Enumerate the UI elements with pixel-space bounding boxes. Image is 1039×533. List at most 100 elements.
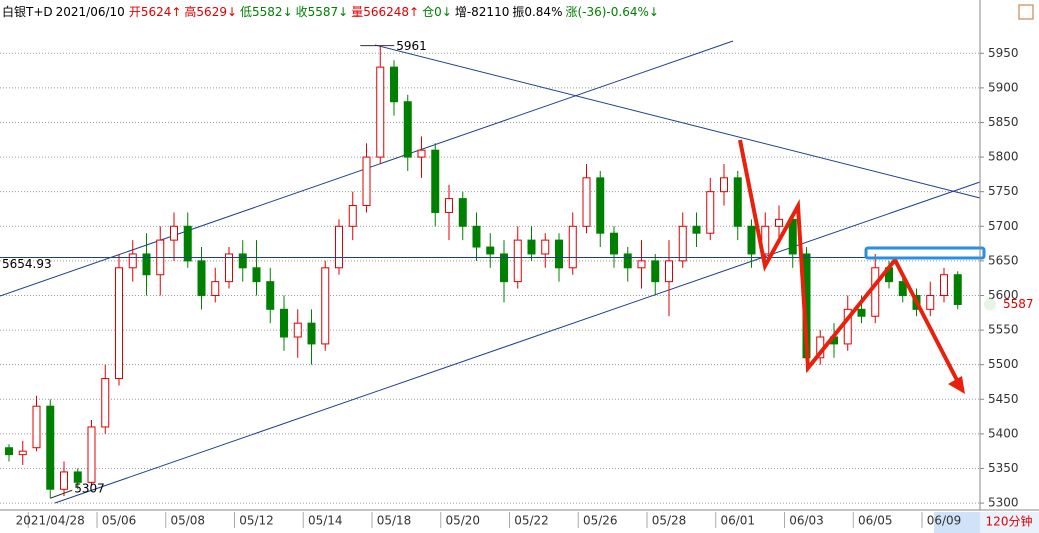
candle-body: [238, 253, 247, 269]
x-tick-label: 05/12: [239, 514, 274, 528]
candles: [5, 45, 962, 499]
y-tick-label: 5300: [988, 496, 1019, 510]
candle-body: [417, 149, 426, 158]
candle-body: [472, 225, 481, 248]
candle-body: [788, 218, 797, 255]
x-tick-label: 05/18: [377, 514, 412, 528]
header-item: 收5587↓: [296, 5, 349, 19]
header-item: 低5582↓: [240, 5, 293, 19]
candle-body: [293, 322, 302, 338]
candle-body: [582, 177, 591, 227]
candle-body: [486, 246, 495, 255]
candle-body: [18, 450, 27, 456]
candle-body: [390, 66, 398, 103]
candle-body: [5, 447, 13, 456]
header-item: 振0.84%: [512, 5, 562, 19]
trend-line: [374, 44, 981, 199]
candle-body: [211, 281, 220, 296]
y-tick-label: 5750: [988, 184, 1019, 198]
y-tick-label: 5650: [988, 253, 1019, 267]
header-item: 高5629↓: [184, 4, 237, 19]
candle-body: [60, 471, 68, 490]
candle-body: [706, 191, 715, 234]
y-tick-label: 5900: [988, 80, 1019, 94]
panel-icon[interactable]: [1018, 4, 1034, 20]
candle-body: [513, 239, 522, 283]
candle-body: [610, 232, 618, 255]
header-item: 涨(-36)-0.64%↓: [565, 4, 658, 19]
candle-body: [46, 405, 55, 490]
candle-body: [857, 308, 866, 317]
y-tick-label: 5700: [988, 219, 1019, 233]
header-item: 增-82110: [455, 5, 510, 19]
candle-body: [335, 225, 343, 269]
period-bg: [980, 512, 1039, 533]
candle-body: [73, 471, 82, 483]
x-tick-label: 06/03: [789, 514, 824, 528]
candle-body: [568, 225, 577, 269]
candle-body: [898, 281, 907, 296]
header-item: 开5624↑: [129, 5, 182, 19]
candle-body: [225, 253, 233, 283]
y-tick-label: 5350: [988, 461, 1019, 475]
candle-body: [32, 405, 41, 449]
candle-body: [362, 156, 371, 207]
x-tick-label: 05/08: [170, 514, 205, 528]
price-line-label: 5654.93: [2, 257, 52, 271]
low-marker: [50, 489, 73, 499]
candle-body: [527, 239, 536, 255]
x-tick-label: 06/05: [858, 514, 893, 528]
y-tick-label: 5400: [988, 426, 1019, 440]
candle-body: [623, 253, 632, 269]
candle-body: [376, 66, 385, 158]
candle-body: [183, 225, 192, 262]
low-label: 5307: [74, 482, 105, 496]
last-price-label: 5587: [1003, 297, 1034, 311]
header-item: 2021/06/10: [56, 5, 125, 19]
candle-body: [101, 378, 110, 428]
header-item: 量566248↑: [351, 5, 419, 19]
candle-body: [843, 308, 852, 345]
y-tick-label: 5800: [988, 150, 1019, 164]
candle-body: [692, 225, 701, 234]
x-tick-label: 05/28: [652, 514, 687, 528]
header-item: 白银T+D: [2, 4, 53, 19]
y-tick-label: 5450: [988, 392, 1019, 406]
candle-body: [720, 177, 728, 193]
candle-body: [431, 149, 440, 213]
candle-body: [500, 253, 508, 283]
x-tick-label: 2021/04/28: [16, 514, 85, 528]
candle-body: [637, 260, 646, 269]
y-tick-label: 5600: [988, 288, 1019, 302]
candle-body: [596, 177, 605, 234]
candle-body: [252, 267, 261, 283]
candle-body: [678, 225, 687, 262]
y-tick-label: 5500: [988, 357, 1019, 371]
annotations: 5654.93 5961 5307: [0, 39, 980, 499]
x-tick-label: 05/20: [445, 514, 480, 528]
last-price-dot: [984, 298, 996, 311]
candle-body: [775, 218, 783, 227]
period-bg: [934, 512, 980, 533]
arrow-head: [948, 376, 965, 394]
header-item: 仓0↓: [422, 5, 452, 19]
x-tick-label: 05/26: [583, 514, 618, 528]
candle-body: [280, 308, 288, 338]
arrow-path: [738, 139, 962, 387]
x-tick-label: 05/22: [514, 514, 549, 528]
x-tick-label: 05/14: [308, 514, 343, 528]
x-tick-label: 06/01: [720, 514, 755, 528]
candle-body: [940, 274, 948, 296]
period-label[interactable]: 120分钟: [986, 514, 1033, 529]
candle-body: [555, 239, 563, 269]
highlight-box: [864, 246, 986, 260]
candle-body: [128, 253, 137, 269]
candle-body: [541, 239, 550, 255]
candle-body: [197, 260, 206, 296]
high-label: 5961: [396, 39, 427, 53]
candle-body: [458, 198, 467, 227]
candle-body: [115, 267, 123, 380]
header: 白银T+D 2021/06/10 开5624↑ 高5629↓ 低5582↓ 收5587↓ 量…: [2, 4, 659, 19]
candle-body: [403, 101, 412, 158]
